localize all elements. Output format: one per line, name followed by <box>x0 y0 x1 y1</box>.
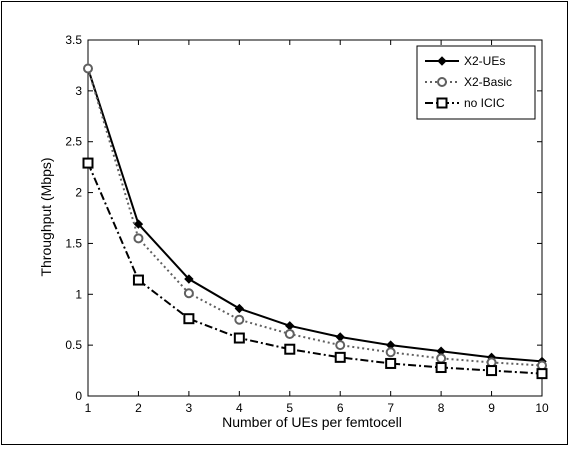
y-axis-label: Throughput (Mbps) <box>38 157 54 276</box>
legend-marker <box>437 56 447 66</box>
legend-label: X2-Basic <box>464 75 512 89</box>
data-point <box>184 274 194 284</box>
x-tick-label: 8 <box>438 401 445 415</box>
legend-label: no ICIC <box>464 96 505 110</box>
y-tick-label: 0 <box>75 389 82 403</box>
y-tick-label: 1.5 <box>65 236 82 250</box>
data-point <box>385 357 397 369</box>
data-point <box>385 347 396 358</box>
data-point <box>133 233 144 244</box>
data-point <box>486 365 498 377</box>
data-point <box>183 288 194 299</box>
legend: X2-UEs X2-Basic no ICIC <box>416 45 536 120</box>
series-no-icic <box>82 157 548 380</box>
series-line <box>87 68 543 363</box>
x-tick-label: 1 <box>85 401 92 415</box>
data-point <box>335 340 346 351</box>
data-point <box>284 328 295 339</box>
data-point <box>183 313 195 325</box>
data-point <box>233 332 245 344</box>
x-tick-label: 3 <box>186 401 193 415</box>
legend-marker <box>437 77 447 87</box>
y-tick-label: 3 <box>75 84 82 98</box>
series-layer <box>82 63 548 380</box>
x-tick-label: 7 <box>387 401 394 415</box>
y-tick-label: 2.5 <box>65 135 82 149</box>
x-tick-label: 5 <box>286 401 293 415</box>
x-tick-label: 2 <box>135 401 142 415</box>
series-line <box>87 162 543 375</box>
series-line <box>87 68 543 367</box>
series-x2-basic <box>83 63 547 371</box>
data-point <box>83 63 93 74</box>
y-tick-label: 0.5 <box>65 338 82 352</box>
axis-ticks: 1 2 3 4 5 6 7 8 9 10 0 0.5 1 1.5 2 2.5 3 3.5 <box>65 33 549 415</box>
x-axis-label: Number of UEs per femtocell <box>222 414 402 430</box>
y-tick-label: 2 <box>75 186 82 200</box>
data-point <box>82 157 94 169</box>
x-tick-label: 9 <box>488 401 495 415</box>
data-point <box>133 219 144 229</box>
data-point <box>132 274 144 286</box>
data-point <box>284 343 296 355</box>
data-point <box>334 351 346 363</box>
line-chart: 1 2 3 4 5 6 7 8 9 10 0 0.5 1 1.5 2 2.5 3 3.5 Number of UE… <box>38 33 549 430</box>
data-point <box>234 303 245 314</box>
x-tick-label: 6 <box>337 401 344 415</box>
data-point <box>234 314 245 325</box>
x-tick-label: 10 <box>535 401 549 415</box>
data-point <box>435 362 447 374</box>
x-tick-label: 4 <box>236 401 243 415</box>
data-point <box>536 368 548 380</box>
data-point <box>436 353 447 364</box>
legend-marker <box>436 97 448 109</box>
y-tick-label: 3.5 <box>65 33 82 47</box>
legend-label: X2-UEs <box>464 54 505 68</box>
y-tick-label: 1 <box>75 287 82 301</box>
